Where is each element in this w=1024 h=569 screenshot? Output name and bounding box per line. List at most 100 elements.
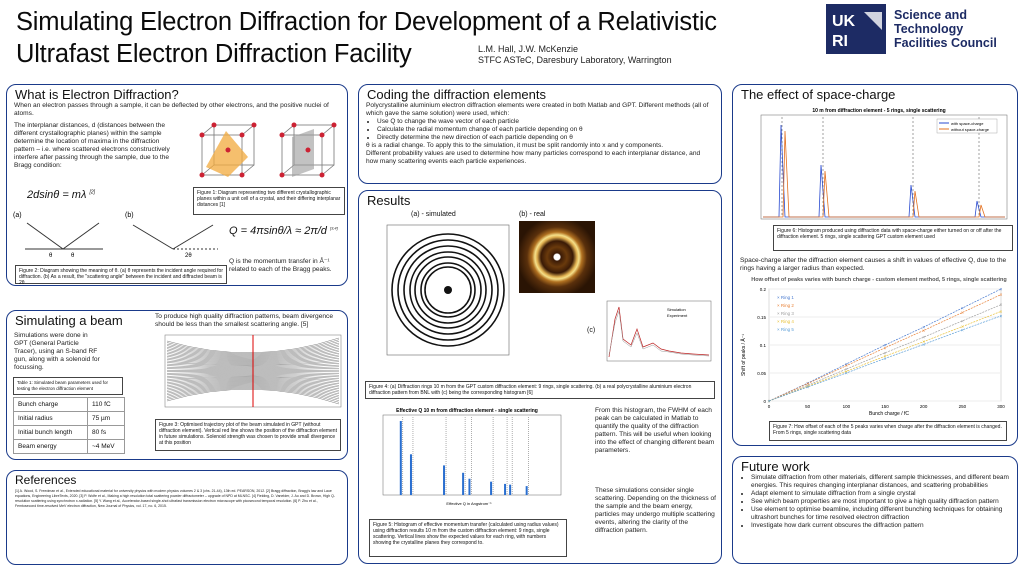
beam-p1: Simulations were done in GPT (General Pa… [14, 332, 100, 371]
x-tick-label: 0 [768, 404, 771, 409]
table-row: Initial radius 75 µm [13, 411, 125, 426]
svg-text:θ: θ [71, 253, 75, 259]
heading-coding: Coding the diffraction elements [367, 87, 546, 102]
data-point: × [922, 342, 925, 348]
crystal-planes-diagram [199, 122, 337, 178]
histogram-peak [525, 486, 528, 495]
space-p1: Space-charge after the diffraction eleme… [740, 257, 1007, 272]
svg-text:Simulation: Simulation [667, 307, 686, 312]
coding-p3: Different probability values are used to… [366, 150, 701, 165]
figure7-caption: Figure 7: How offset of each of the 5 pe… [769, 421, 1007, 441]
ukri-logo-mark: UK RI [826, 4, 886, 54]
svg-text:Shift of peaks / Å⁻¹: Shift of peaks / Å⁻¹ [740, 334, 747, 376]
histogram-peak [462, 472, 465, 495]
series-line [768, 294, 1002, 402]
list-item: Simulate diffraction from other material… [751, 474, 1010, 490]
svg-text:10 m from diffraction element: 10 m from diffraction element - 5 rings,… [812, 108, 945, 114]
data-point: × [806, 383, 809, 389]
data-point: × [806, 381, 809, 387]
x-tick-label: 250 [959, 404, 967, 409]
list-item: Investigate how dark current obscures th… [751, 522, 1010, 530]
figure1-caption: Figure 1: Diagram representing two diffe… [193, 187, 345, 215]
figure6-caption: Figure 6: Histogram produced using diffr… [773, 225, 1013, 251]
heading-what-is: What is Electron Diffraction? [15, 87, 179, 102]
label-real: (b) - real [519, 211, 546, 218]
label-simulated: (a) - simulated [411, 211, 456, 218]
data-point: × [845, 364, 848, 370]
svg-text:(a): (a) [13, 212, 22, 219]
series-line [768, 315, 1002, 402]
data-point: × [961, 306, 964, 312]
histogram-peak [409, 454, 412, 495]
list-item: Directly determine the new direction of … [377, 134, 714, 142]
histogram-peak [399, 421, 402, 495]
trajectory-plot [164, 334, 342, 408]
svg-text:θ: θ [49, 253, 53, 259]
data-point: × [768, 399, 771, 405]
heading-space-charge: The effect of space-charge [741, 87, 896, 102]
label-c: (c) [587, 327, 596, 334]
data-point: × [922, 340, 925, 346]
table-row: Initial bunch length 80 fs [13, 425, 125, 440]
data-point: × [845, 369, 848, 375]
svg-text:2θ: 2θ [185, 253, 192, 259]
data-point: × [768, 399, 771, 405]
y-tick-label: 0.2 [760, 287, 767, 292]
future-list: Simulate diffraction from other material… [733, 474, 1017, 530]
data-point: × [922, 328, 925, 334]
data-point: × [961, 328, 964, 334]
results-p1: From this histogram, the FWHM of each pe… [595, 407, 715, 454]
panel-future-work: Future work Simulate diffraction from ot… [732, 456, 1018, 564]
heading-references: References [15, 473, 77, 487]
poster-title: Simulating Electron Diffraction for Deve… [16, 8, 717, 68]
figure2-caption: Figure 2: Diagram showing the meaning of… [15, 265, 227, 285]
data-point: × [961, 325, 964, 331]
panel-space-charge: The effect of space-charge 10 m from dif… [732, 84, 1018, 446]
data-point: × [884, 346, 887, 352]
data-point: × [884, 351, 887, 357]
figure3-caption: Figure 3: Optimised trajectory plot of t… [155, 419, 341, 451]
x-tick-label: 100 [843, 404, 851, 409]
legend-entry: × Ring 2 [777, 303, 794, 308]
logo-text: Science and Technology Facilities Counci… [894, 8, 997, 50]
data-point: × [806, 384, 809, 390]
data-point: × [884, 343, 887, 349]
data-point: × [1000, 293, 1003, 299]
coding-p2: θ is a radial change. To apply this to t… [366, 142, 664, 149]
what-p2: The interplanar distances, d (distances … [14, 122, 170, 169]
data-point: × [1000, 303, 1003, 309]
y-tick-label: 0.1 [760, 343, 767, 348]
histogram-peak [468, 478, 471, 495]
x-tick-label: 150 [881, 404, 889, 409]
x-tick-label: 200 [920, 404, 928, 409]
svg-text:RI: RI [832, 33, 848, 50]
data-point: × [806, 385, 809, 391]
coding-p1: Polycrystalline aluminium electron diffr… [366, 102, 709, 117]
svg-text:Bunch charge / fC: Bunch charge / fC [869, 411, 909, 417]
data-point: × [922, 335, 925, 341]
panel-references: References [1] A. Wood, S. Freedman et a… [6, 470, 348, 565]
panel-coding: Coding the diffraction elements Polycrys… [358, 84, 722, 184]
table1-caption: Table 1: Simulated beam parameters used … [13, 377, 123, 395]
data-point: × [806, 382, 809, 388]
space-charge-histogram: 10 m from diffraction element - 5 rings,… [760, 108, 1008, 220]
q-description: Q is the momentum transfer in Å⁻¹ relate… [229, 258, 332, 273]
authors: L.M. Hall, J.W. McKenzie STFC ASTeC, Dar… [478, 44, 672, 65]
data-point: × [884, 356, 887, 362]
panel-what-is: What is Electron Diffraction? When an el… [6, 84, 348, 286]
legend-entry: × Ring 1 [777, 295, 794, 300]
data-point: × [768, 399, 771, 405]
data-point: × [768, 399, 771, 405]
list-item: Calculate the radial momentum change of … [377, 126, 714, 134]
theta-diagram: (a) θ θ (b) 2θ [13, 212, 218, 259]
table-row: Bunch charge 110 fC [13, 397, 125, 412]
svg-text:How offset of peaks varies wit: How offset of peaks varies with bunch ch… [751, 277, 1007, 283]
y-tick-label: 0.05 [757, 371, 766, 376]
svg-text:without space-charge: without space-charge [951, 127, 990, 132]
series-line [768, 311, 1002, 402]
ukri-logo: UK RI Science and Technology Facilities C… [826, 4, 1022, 54]
shift-vs-charge-chart: How offset of peaks varies with bunch ch… [740, 277, 1007, 417]
panel-simulating-beam: Simulating a beam Simulations were done … [6, 310, 348, 460]
svg-text:Experiment: Experiment [667, 313, 688, 318]
legend-entry: × Ring 3 [777, 311, 794, 316]
